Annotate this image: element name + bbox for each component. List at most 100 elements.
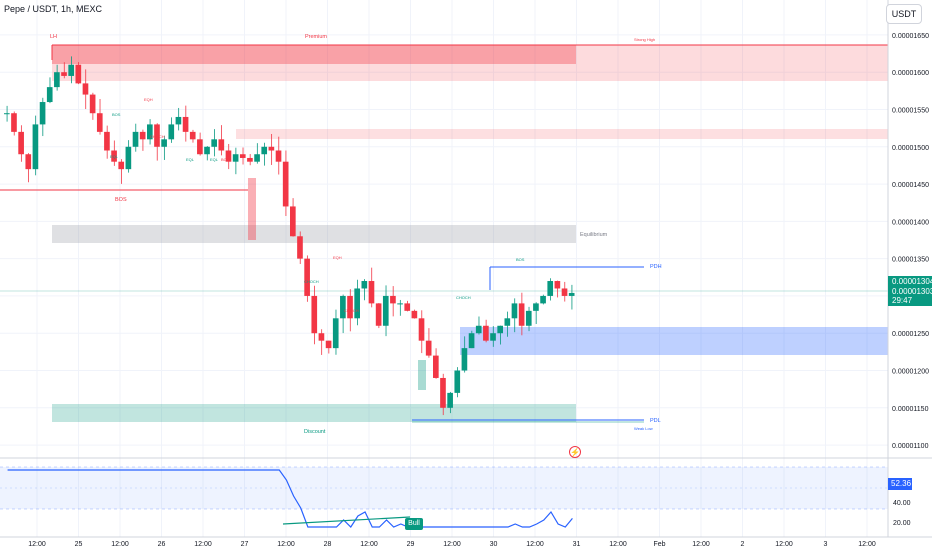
time-tick-label: 3 <box>824 541 828 548</box>
time-tick-label: 12:00 <box>526 541 544 548</box>
candle-body <box>525 310 532 326</box>
candle-body <box>483 325 489 341</box>
price-tick-label: 0.00001100 <box>892 443 929 450</box>
candle-body <box>468 333 475 349</box>
eqh2-label: EQH <box>333 255 342 260</box>
candle-body <box>268 146 275 151</box>
candle-body <box>390 295 396 304</box>
candle-body <box>518 303 525 326</box>
eql3-label: EQL <box>210 157 219 162</box>
candle-body <box>497 325 503 334</box>
candle-body <box>490 333 496 341</box>
price-grid <box>0 0 888 537</box>
candle-body <box>225 150 232 162</box>
candle-body <box>25 154 32 170</box>
candle-body <box>561 288 568 296</box>
time-axis[interactable]: 12:00 25 12:00 26 12:00 27 12:00 28 12:00 29 12:00… <box>28 541 876 548</box>
time-tick-label: 30 <box>490 541 498 548</box>
candle-body <box>318 333 325 341</box>
candle-body <box>239 154 246 158</box>
candle-body <box>290 206 296 237</box>
choch3-label: CHOCH <box>344 308 359 313</box>
candle-body <box>511 303 518 319</box>
candle-body <box>68 64 74 76</box>
equilibrium-label: Equilibrium <box>580 232 608 238</box>
price-tick-label: 0.00001450 <box>892 182 929 189</box>
time-tick-label: 28 <box>324 541 332 548</box>
candle-body <box>433 355 439 378</box>
choch2-label: CHOCH <box>304 279 319 284</box>
price-tick-label: 0.00001150 <box>892 406 929 413</box>
currency-button[interactable]: USDT <box>886 4 922 24</box>
time-tick-label: 12:00 <box>858 541 876 548</box>
candle-body <box>96 113 103 132</box>
candle-body <box>340 295 346 319</box>
time-tick-label: 12:00 <box>609 541 627 548</box>
bos-small-label: BOS <box>112 112 121 117</box>
supply-zone <box>236 129 888 139</box>
candle-body <box>447 392 453 408</box>
candle-body <box>297 236 303 259</box>
candle-body <box>461 348 468 371</box>
candle-body <box>354 288 360 319</box>
candle-body <box>425 340 432 356</box>
candle-body <box>11 113 17 132</box>
candle-body <box>197 139 203 155</box>
bos-mid-label: BOS <box>221 157 230 162</box>
candle-body <box>368 281 375 304</box>
premium-zone-dark <box>52 45 576 64</box>
candle-body <box>168 124 175 140</box>
candle-body <box>275 150 282 162</box>
candle-body <box>211 139 217 147</box>
candle-body <box>161 139 167 147</box>
price-tick-label: 0.00001350 <box>892 257 929 264</box>
candle-body <box>4 113 10 115</box>
time-tick-label: 2 <box>741 541 745 548</box>
discount-zone <box>52 404 576 422</box>
candle-body <box>347 295 353 319</box>
rsi-line <box>7 469 573 528</box>
candle-body <box>397 303 403 305</box>
candles-group <box>4 56 575 416</box>
equilibrium-zone <box>52 225 576 243</box>
candle-body <box>247 157 253 162</box>
rsi-tick-label: 20.00 <box>893 520 911 527</box>
bull-tag: Bull <box>405 518 423 530</box>
candle-body <box>139 131 146 140</box>
time-tick-label: 26 <box>158 541 166 548</box>
price-tick-label: 0.00001600 <box>892 70 929 77</box>
candle-body <box>147 124 153 140</box>
discount-label: Discount <box>304 429 326 435</box>
price-tick-label: 0.00001250 <box>892 331 929 338</box>
candle-body <box>61 72 67 76</box>
strong-high-label: Strong High <box>634 37 655 42</box>
lightning-icon[interactable]: ⚡ <box>569 446 581 458</box>
candle-body <box>89 94 96 114</box>
candle-body <box>104 131 110 151</box>
candle-body <box>254 154 260 162</box>
rsi-value-tag: 52.36 <box>888 478 912 490</box>
price-tick-label: 0.00001200 <box>892 369 929 376</box>
bull-divergence-line <box>282 516 411 525</box>
candle-body <box>311 295 318 334</box>
candle-body <box>440 377 446 408</box>
premium-zone <box>52 45 888 81</box>
candle-body <box>375 303 382 326</box>
symbol-title[interactable]: Pepe / USDT, 1h, MEXC <box>4 4 103 14</box>
candle-body <box>232 154 239 162</box>
candle-body <box>554 281 561 289</box>
candle-body <box>382 295 389 326</box>
candle-body <box>540 295 546 304</box>
price-axis[interactable]: 0.00001650 0.00001600 0.00001550 0.00001500… <box>892 33 929 450</box>
candle-body <box>204 146 210 155</box>
price-tick-label: 0.00001550 <box>892 107 929 114</box>
candle-body <box>46 87 53 103</box>
time-tick-label: 12:00 <box>277 541 295 548</box>
rsi-tick-label: 40.00 <box>893 500 911 507</box>
bos-left-label: BOS <box>115 197 127 203</box>
time-tick-label: 12:00 <box>360 541 378 548</box>
order-block-red <box>248 178 256 240</box>
time-tick-label: 25 <box>75 541 83 548</box>
candle-body <box>218 139 225 151</box>
